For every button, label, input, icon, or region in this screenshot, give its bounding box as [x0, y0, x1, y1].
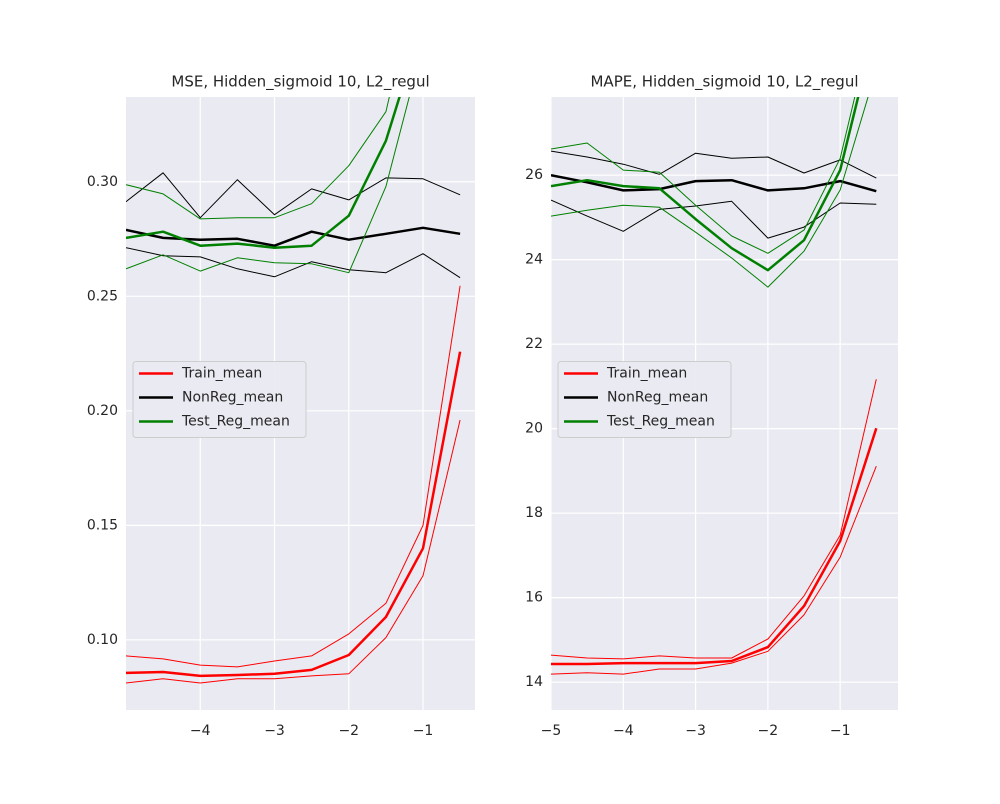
legend-label: Test_Reg_mean: [181, 414, 290, 430]
legend: Train_mean NonReg_mean Test_Reg_mean: [132, 361, 307, 438]
x-tick-label: −4: [190, 723, 211, 739]
x-tick-label: −1: [413, 723, 434, 739]
axes-title: MSE, Hidden_sigmoid 10, L2_regul: [171, 73, 429, 92]
series-group: [126, 97, 462, 684]
axes-title: MAPE, Hidden_sigmoid 10, L2_regul: [590, 73, 858, 92]
band-line: [126, 97, 410, 274]
legend-box: [557, 361, 732, 438]
y-tick-label: 22: [525, 336, 543, 352]
y-tick-label: 16: [525, 590, 543, 606]
x-tick-label: −2: [338, 723, 359, 739]
band-line: [126, 247, 461, 279]
axes: 14 16 18 20 22 24 26 −5 −4 −3 −2 −1 MAPE, Hidden_sig…: [525, 73, 898, 739]
band-line: [551, 466, 877, 675]
y-tick-label: 0.20: [87, 403, 118, 419]
legend-box: [132, 361, 307, 438]
mean-line: [551, 97, 860, 272]
y-tick-label: 26: [525, 167, 543, 183]
y-tick-label: 0.30: [87, 174, 118, 190]
band-line: [126, 172, 461, 219]
legend-label: Test_Reg_mean: [606, 414, 715, 430]
legend-label: NonReg_mean: [607, 390, 708, 406]
x-tick-label: −2: [758, 723, 779, 739]
band-line: [551, 379, 877, 660]
mean-line: [126, 97, 401, 249]
y-tick-label: 24: [525, 252, 543, 268]
axes: 0.10 0.15 0.20 0.25 0.30 −4 −3 −2 −1 MSE, Hidden_…: [87, 73, 475, 739]
band-line: [551, 97, 869, 288]
band-line: [126, 419, 461, 684]
x-tick-label: −5: [541, 723, 562, 739]
mean-line: [126, 351, 462, 678]
y-tick-label: 14: [525, 674, 543, 690]
mean-line: [551, 427, 878, 666]
legend-label: NonReg_mean: [182, 390, 283, 406]
legend: Train_mean NonReg_mean Test_Reg_mean: [557, 361, 732, 438]
series-group: [551, 97, 878, 675]
x-tick-label: −3: [685, 723, 706, 739]
x-tick-label: −3: [264, 723, 285, 739]
y-tick-label: 0.25: [87, 288, 118, 304]
y-tick-label: 0.10: [87, 632, 118, 648]
y-tick-label: 18: [525, 505, 543, 521]
band-line: [126, 97, 390, 220]
mean-line: [551, 173, 877, 193]
legend-label: Train_mean: [606, 366, 687, 382]
x-tick-label: −4: [613, 723, 634, 739]
x-tick-label: −1: [830, 723, 851, 739]
band-line: [551, 97, 856, 254]
band-line: [551, 150, 877, 179]
legend-label: Train_mean: [181, 366, 262, 382]
band-line: [551, 199, 877, 239]
y-tick-label: 0.15: [87, 517, 118, 533]
y-tick-label: 20: [525, 421, 543, 437]
band-line: [126, 285, 461, 668]
